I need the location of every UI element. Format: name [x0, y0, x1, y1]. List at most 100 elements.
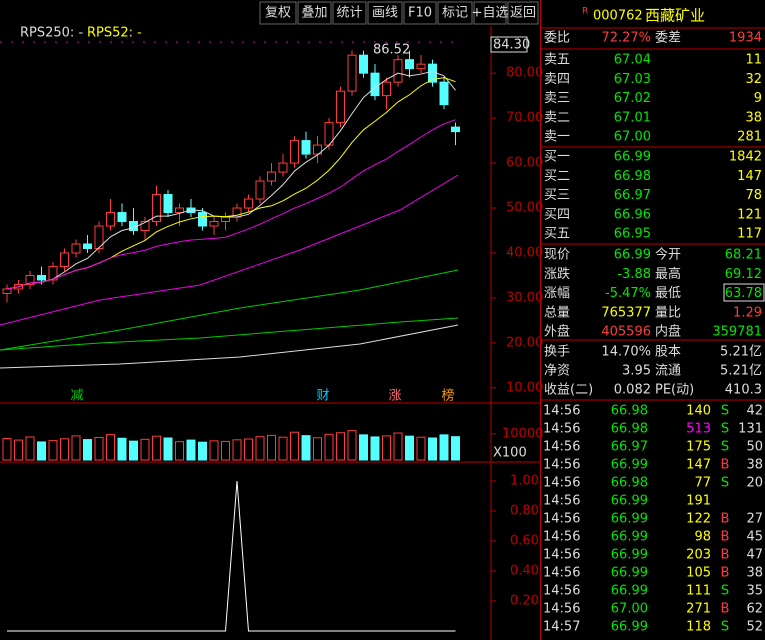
trade-time: 14:56 [543, 494, 580, 509]
level-label: 卖一 [544, 130, 570, 145]
stat-value: 410.3 [725, 383, 762, 398]
trade-price: 66.99 [611, 530, 648, 545]
stat-label: 总量 [544, 305, 570, 320]
toolbar-button[interactable] [473, 1, 507, 25]
volume-bar [117, 437, 127, 461]
toolbar-label[interactable]: 返回 [510, 6, 536, 21]
level-price: 67.00 [614, 130, 651, 145]
candle-body [290, 140, 299, 164]
volume-bar [244, 438, 253, 461]
trade-side: B [721, 548, 730, 563]
toolbar-button[interactable] [507, 1, 539, 25]
volume-bar [209, 440, 219, 461]
toolbar-button[interactable] [259, 1, 297, 25]
volume-bar [347, 430, 357, 461]
stat-value: 68.21 [725, 248, 762, 263]
level-volume: 1842 [729, 150, 762, 165]
level-volume: 117 [737, 227, 762, 242]
trade-price: 66.99 [611, 458, 648, 473]
candle-body [405, 59, 414, 70]
y-tick-label: 0.40 [510, 564, 539, 579]
toolbar-button[interactable] [332, 1, 367, 25]
stat-label: 外盘 [544, 324, 570, 340]
volume-bar [25, 436, 35, 461]
stock-code: 000762 [593, 9, 643, 24]
volume-bar [221, 440, 230, 461]
toolbar-label[interactable]: F10 [408, 6, 432, 21]
toolbar-label[interactable]: +自选 [472, 6, 509, 21]
volume-bar [301, 435, 311, 461]
candle-body [140, 221, 150, 232]
level-price: 67.04 [614, 53, 651, 68]
stat-label: 涨跌 [544, 266, 570, 282]
candle-body [347, 54, 357, 92]
trade-count: 27 [746, 512, 763, 527]
long-ma [0, 174, 459, 326]
stat-value: 5.21亿 [720, 345, 762, 360]
stat-label: 内盘 [655, 324, 681, 340]
volume-bar [14, 439, 23, 461]
level-price: 66.97 [614, 188, 651, 203]
trade-price: 66.99 [611, 494, 648, 509]
candle-body [94, 225, 104, 249]
stat-label: 量比 [655, 305, 681, 320]
candle-body [2, 288, 12, 294]
candle-body [83, 243, 92, 249]
label: 委比 [544, 31, 570, 46]
level-label: 卖四 [544, 72, 570, 87]
volume-bar [129, 440, 138, 461]
toolbar-label[interactable]: 叠加 [301, 6, 327, 21]
toolbar-label[interactable]: 统计 [336, 6, 362, 21]
y-tick-label: 20.00 [506, 335, 543, 350]
trade-volume: 175 [686, 440, 711, 455]
volume-bar [175, 441, 184, 461]
long-ma [0, 317, 459, 351]
trade-side: B [721, 602, 730, 617]
stat-value: 69.12 [725, 267, 762, 282]
trade-count: 42 [746, 404, 763, 419]
trade-volume: 203 [686, 548, 711, 563]
stat-value: 3.95 [622, 364, 651, 379]
candle-body [117, 212, 127, 223]
volume-bar [290, 431, 299, 461]
toolbar-label[interactable]: 画线 [372, 6, 398, 21]
stat-label: 换手 [544, 345, 570, 360]
candle-body [244, 198, 253, 209]
price-box [490, 36, 528, 53]
trade-time: 14:56 [543, 440, 580, 455]
level-label: 卖二 [544, 110, 570, 125]
candle-body [439, 81, 449, 106]
trade-volume: 105 [686, 566, 711, 581]
candle-body [359, 54, 368, 74]
level-volume: 9 [754, 91, 762, 106]
toolbar-label[interactable]: 标记 [442, 6, 468, 21]
stat-value: -3.88 [617, 267, 651, 282]
trade-price: 66.97 [611, 440, 648, 455]
trade-time: 14:56 [543, 458, 580, 473]
level-price: 66.96 [614, 207, 651, 222]
toolbar-button[interactable] [403, 1, 437, 25]
toolbar-button[interactable] [437, 1, 473, 25]
label: 委差 [655, 31, 681, 46]
trade-count: 38 [746, 566, 763, 581]
toolbar-button[interactable] [367, 1, 403, 25]
level-label: 买四 [544, 207, 570, 222]
volume-bar [313, 437, 322, 461]
stat-label: 净资 [544, 364, 570, 379]
toolbar-button[interactable] [297, 1, 332, 25]
stat-value: 405596 [601, 325, 651, 340]
volume-bar [255, 436, 265, 461]
trade-volume: 118 [686, 620, 711, 635]
toolbar-label[interactable]: 复权 [265, 5, 291, 21]
candle-body [393, 59, 403, 83]
trade-count: 35 [746, 584, 763, 599]
volume-bar [451, 436, 460, 461]
highlight-box [723, 283, 765, 302]
volume-bar [152, 435, 161, 461]
high-label: 86.52 [373, 43, 410, 58]
trade-time: 14:56 [543, 566, 580, 581]
level-label: 买五 [544, 227, 570, 242]
stat-value: 5.21亿 [720, 364, 762, 379]
volume-bar [60, 438, 69, 461]
